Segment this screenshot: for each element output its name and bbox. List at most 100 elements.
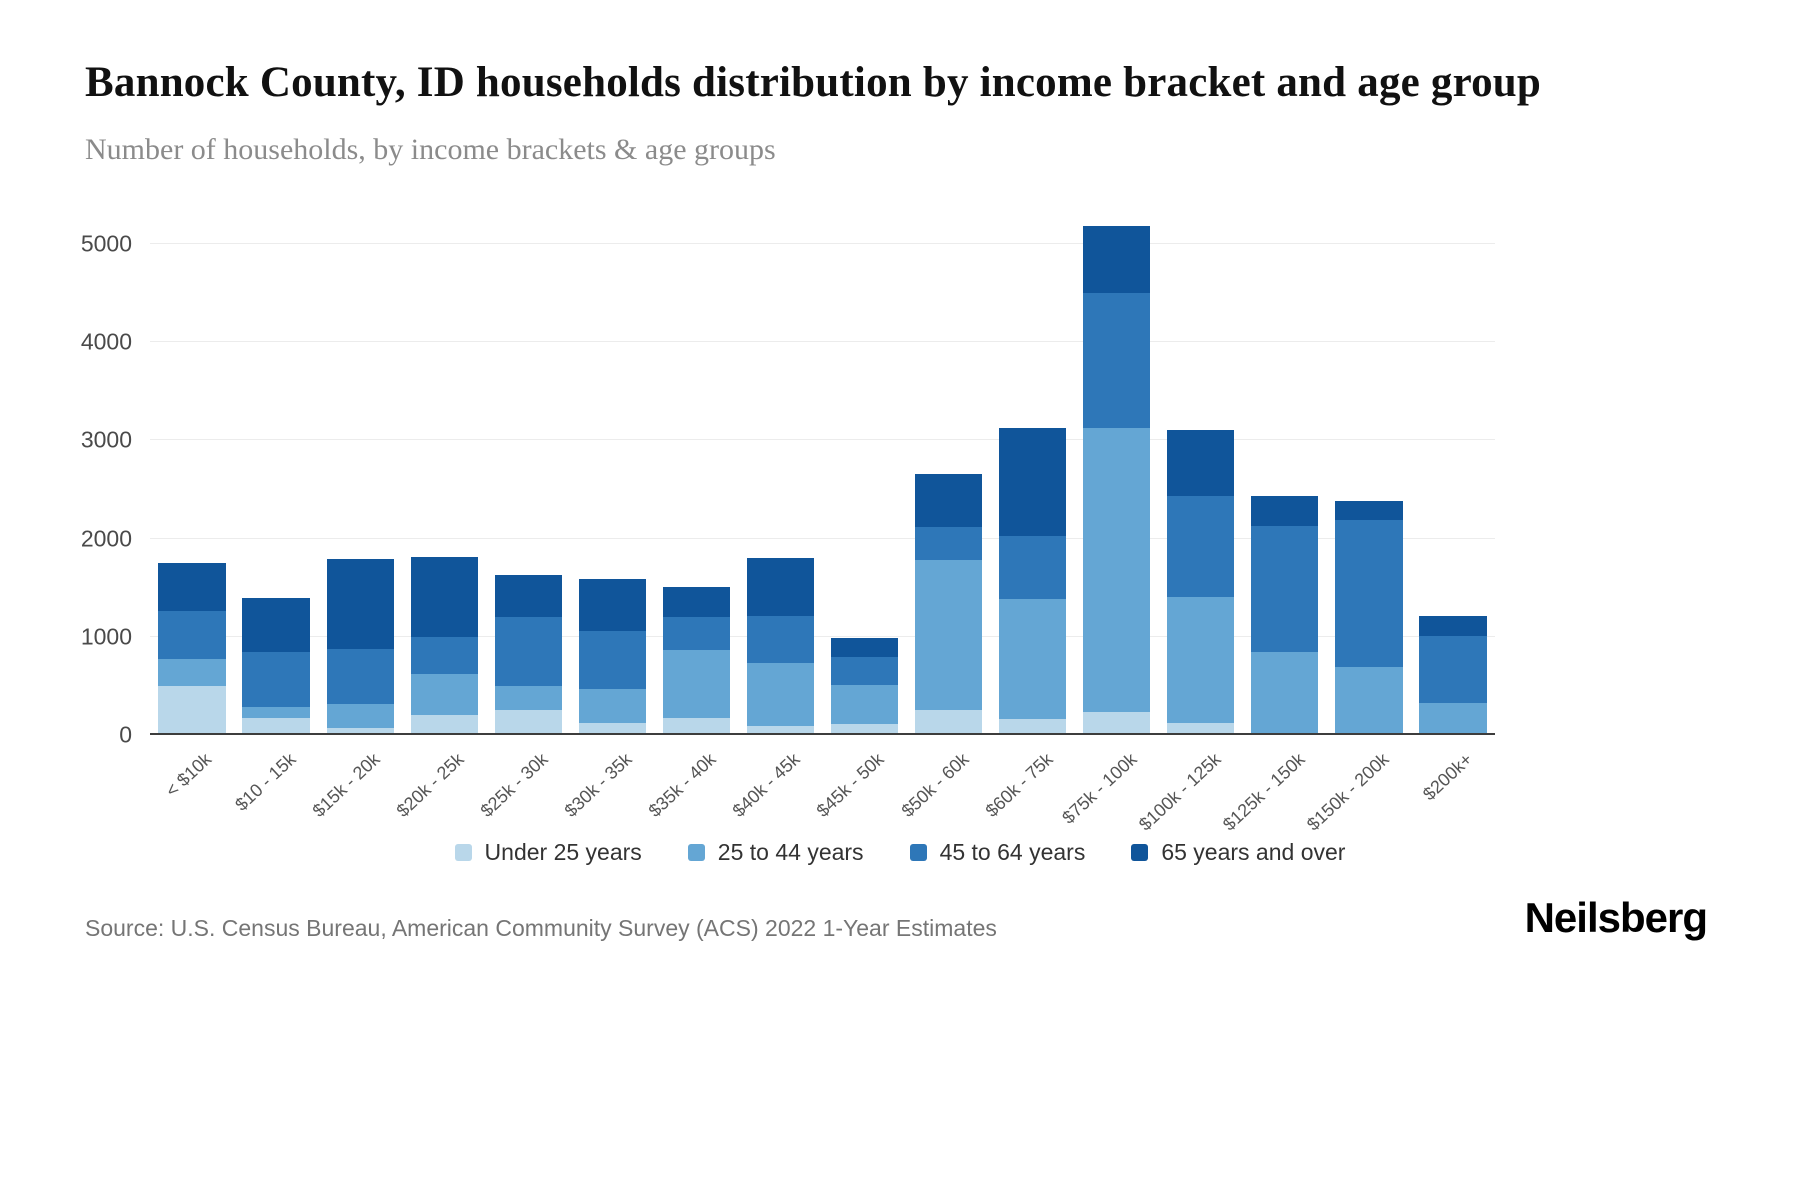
bar-segment (242, 597, 310, 653)
stacked-bar (494, 205, 562, 735)
bar-segment (914, 710, 983, 735)
bar-segment (746, 558, 815, 617)
bar-segment (326, 559, 394, 649)
x-axis-tick-label: $25k - 30k (476, 748, 552, 821)
bar-slot (486, 205, 570, 735)
chart-card: Bannock County, ID households distributi… (81, 59, 1715, 941)
stacked-bar (1419, 205, 1487, 735)
x-axis-tick-label: $40k - 45k (728, 748, 805, 821)
bar-segment (830, 724, 899, 735)
x-axis-slot: $45k - 50k (813, 735, 907, 833)
bar-segment (158, 685, 226, 735)
bar-segment (662, 586, 731, 618)
bar-chart: 0 1000 2000 3000 4000 5000 < $10k $10 - 15k $15… (81, 205, 1495, 835)
bar-segment (410, 674, 478, 716)
legend-swatch (909, 843, 927, 861)
x-axis-slot: $25k - 30k (477, 735, 570, 833)
bar-slot (1159, 205, 1243, 735)
bar-segment (1083, 293, 1151, 428)
bar-segment (158, 659, 226, 686)
bar-segment (1419, 702, 1487, 734)
bar-segment (1251, 652, 1319, 733)
gridline (150, 537, 1495, 539)
bar-slot (738, 205, 822, 735)
stacked-bar (914, 205, 983, 735)
x-axis-slot: $50k - 60k (897, 735, 991, 833)
y-axis-tick-label: 1000 (80, 623, 132, 650)
x-axis-tick-label: $15k - 20k (308, 748, 384, 821)
bar-slot (823, 205, 907, 735)
bar-segment (914, 526, 983, 561)
bar-segment (1335, 501, 1403, 520)
stacked-bar (410, 205, 478, 735)
bar-segment (1167, 496, 1235, 597)
legend-item: 65 years and over (1131, 839, 1345, 866)
bar-segment (494, 710, 562, 735)
bar-segment (1419, 635, 1487, 703)
x-axis-line (150, 732, 1495, 735)
bar-segment (1167, 429, 1235, 497)
legend-item: 25 to 44 years (687, 838, 864, 866)
y-axis-tick-label: 3000 (80, 426, 132, 453)
bar-segment (158, 611, 226, 660)
x-axis-tick-label: $10 - 15k (231, 748, 300, 815)
bar-slot (654, 205, 738, 735)
bar-segment (242, 707, 310, 719)
bar-segment (578, 688, 646, 724)
x-axis-tick-label: < $10k (162, 748, 216, 801)
bar-segment (999, 535, 1067, 600)
bar-segment (326, 648, 394, 705)
bar-segment (494, 617, 562, 686)
stacked-bar (326, 205, 394, 735)
x-axis-slot: $40k - 45k (729, 735, 822, 833)
bars-layer (150, 205, 1495, 735)
gridline (150, 439, 1495, 441)
x-axis-slot: < $10k (150, 735, 234, 833)
x-axis: < $10k $10 - 15k $15k - 20k $20k - 25k $25k … (150, 735, 1495, 835)
bar-segment (494, 685, 562, 711)
bar-segment (1167, 723, 1235, 735)
x-axis-tick-label: $45k - 50k (813, 748, 889, 821)
bar-segment (830, 684, 899, 725)
bar-segment (158, 563, 226, 612)
stacked-bar (1251, 205, 1319, 735)
legend-label: Under 25 years (484, 838, 642, 865)
bar-segment (1251, 525, 1319, 653)
y-axis-tick-label: 4000 (80, 328, 132, 355)
stacked-bar (746, 205, 815, 735)
legend-label: 25 to 44 years (717, 838, 864, 865)
gridline (150, 635, 1495, 637)
legend-swatch (1131, 843, 1149, 861)
y-axis-tick-label: 0 (119, 721, 132, 748)
legend-item: Under 25 years (454, 838, 642, 866)
bar-segment (662, 649, 731, 719)
neilsberg-logo: Neilsberg (1524, 893, 1708, 941)
bar-slot (570, 205, 654, 735)
legend-swatch (687, 843, 705, 861)
bar-slot (1243, 205, 1327, 735)
bar-slot (234, 205, 318, 735)
legend-label: 45 to 64 years (939, 838, 1086, 865)
bar-segment (830, 637, 899, 658)
bar-segment (1419, 616, 1487, 636)
x-axis-tick-label: $35k - 40k (644, 748, 721, 821)
bar-segment (578, 578, 646, 631)
legend-label: 65 years and over (1161, 838, 1346, 865)
stacked-bar (999, 205, 1067, 735)
bar-segment (746, 663, 815, 727)
bar-segment (1251, 496, 1319, 526)
bar-segment (1335, 519, 1403, 668)
legend: Under 25 years 25 to 44 years 45 to 64 yea… (85, 839, 1715, 866)
bar-segment (1083, 712, 1151, 735)
bar-segment (578, 630, 646, 689)
bar-segment (999, 719, 1067, 735)
x-axis-tick-label: $200k+ (1419, 748, 1477, 805)
x-axis-slot: $15k - 20k (309, 735, 402, 833)
bar-segment (746, 616, 815, 664)
y-axis-tick-label: 2000 (80, 525, 132, 552)
x-axis-slot: $20k - 25k (393, 735, 486, 833)
bar-slot (1075, 205, 1159, 735)
bar-segment (662, 617, 731, 650)
bar-segment (326, 728, 394, 735)
